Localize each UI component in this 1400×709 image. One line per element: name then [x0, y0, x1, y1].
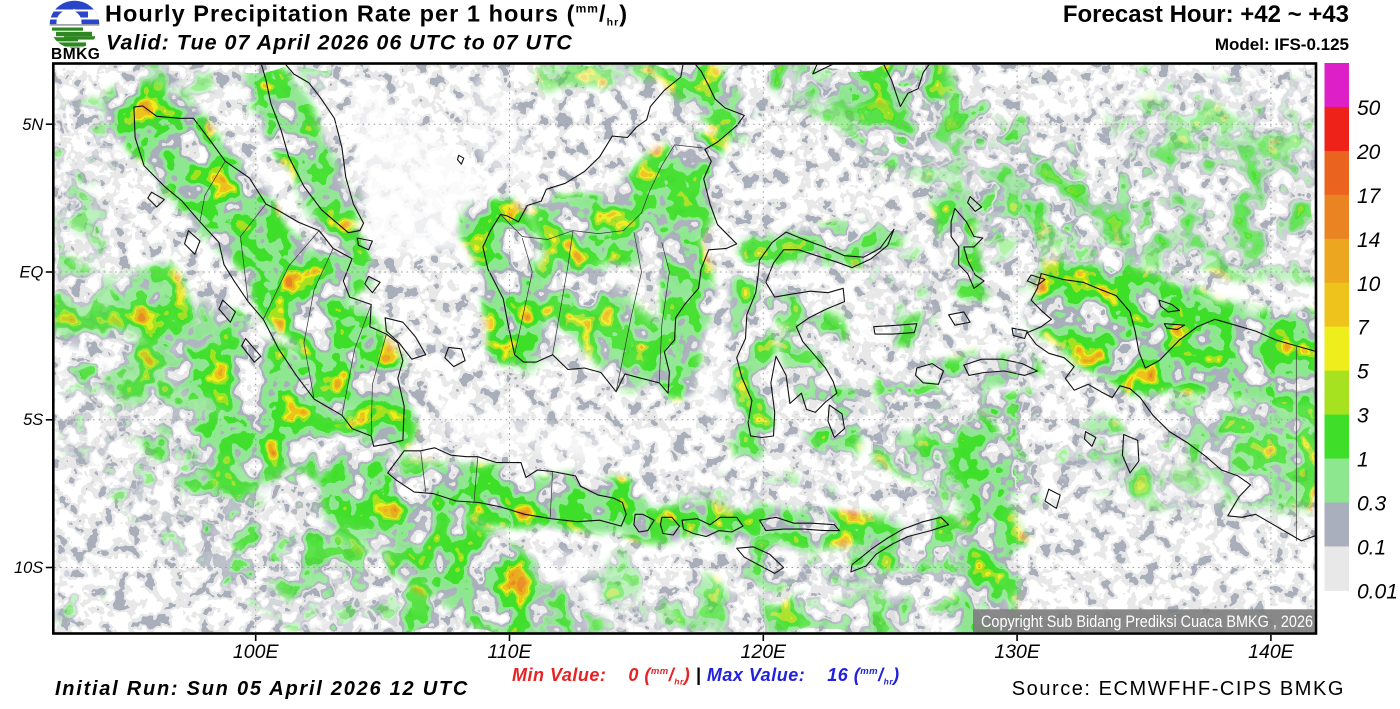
svg-text:110E: 110E	[487, 641, 532, 663]
svg-text:5S: 5S	[23, 411, 43, 429]
svg-text:14: 14	[1357, 229, 1380, 252]
svg-text:Valid: Tue 07 April 2026 06 UT: Valid: Tue 07 April 2026 06 UTC to 07 UT…	[106, 31, 573, 55]
svg-text:Model: IFS-0.125: Model: IFS-0.125	[1215, 35, 1349, 54]
svg-text:130E: 130E	[994, 641, 1041, 663]
svg-text:3: 3	[1357, 405, 1369, 428]
svg-text:10S: 10S	[14, 559, 43, 577]
svg-text:Forecast Hour: +42 ~ +43: Forecast Hour: +42 ~ +43	[1063, 1, 1349, 28]
svg-text:5: 5	[1357, 361, 1369, 384]
svg-text:17: 17	[1357, 185, 1382, 208]
svg-text:Hourly Precipitation Rate per: Hourly Precipitation Rate per 1 hours (m…	[105, 1, 628, 29]
svg-text:50: 50	[1357, 97, 1381, 120]
svg-text:120E: 120E	[741, 641, 788, 663]
svg-text:Copyright Sub Bidang Prediksi: Copyright Sub Bidang Prediksi Cuaca BMKG…	[981, 613, 1313, 631]
svg-text:Initial Run: Sun 05 April 2026: Initial Run: Sun 05 April 2026 12 UTC	[55, 678, 469, 700]
svg-text:5N: 5N	[22, 116, 43, 134]
svg-text:20: 20	[1356, 141, 1381, 164]
svg-text:1: 1	[1357, 449, 1369, 472]
svg-text:100E: 100E	[233, 641, 280, 663]
svg-text:Min Value: 0 (mm/hr) | Max: Min Value: 0 (mm/hr) | Max Value: 16 (mm…	[512, 665, 900, 687]
svg-text:0.1: 0.1	[1357, 537, 1386, 560]
svg-text:Source: ECMWFHF-CIPS BMKG: Source: ECMWFHF-CIPS BMKG	[1012, 678, 1345, 700]
svg-text:0.3: 0.3	[1357, 493, 1387, 516]
svg-text:BMKG: BMKG	[51, 46, 100, 63]
svg-text:140E: 140E	[1248, 641, 1295, 663]
svg-text:0.01: 0.01	[1357, 580, 1398, 603]
svg-text:7: 7	[1357, 317, 1370, 340]
svg-text:EQ: EQ	[19, 264, 43, 282]
svg-text:10: 10	[1357, 273, 1381, 296]
